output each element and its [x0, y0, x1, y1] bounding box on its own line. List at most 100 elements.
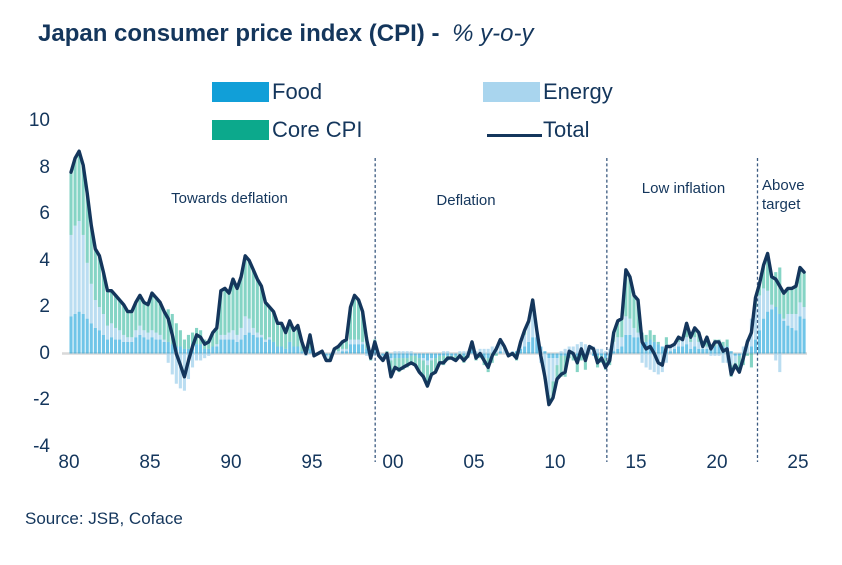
- bar-food: [668, 351, 672, 354]
- legend-swatch-food: [212, 82, 269, 102]
- bar-energy: [85, 262, 89, 319]
- y-tick-label: 0: [39, 342, 50, 364]
- bar-core-cpi: [786, 288, 790, 314]
- bar-food: [729, 351, 733, 354]
- bar-energy: [527, 323, 531, 342]
- bar-energy: [89, 283, 93, 324]
- bar-food: [749, 346, 753, 354]
- bar-food: [340, 351, 344, 354]
- bar-energy: [672, 344, 677, 349]
- bar-core-cpi: [219, 290, 223, 335]
- bar-energy: [114, 327, 118, 340]
- bar-food: [243, 334, 247, 354]
- bar-core-cpi: [126, 311, 130, 338]
- y-tick-label: 2: [39, 296, 50, 317]
- bar-energy: [612, 341, 616, 352]
- bar-energy: [101, 313, 105, 335]
- bar-core-cpi: [429, 360, 434, 375]
- bar-core-cpi: [417, 358, 421, 373]
- bar-core-cpi: [352, 295, 357, 340]
- bar-core-cpi: [628, 276, 632, 319]
- bar-energy: [215, 344, 219, 347]
- bar-core-cpi: [118, 300, 122, 331]
- bar-energy: [802, 307, 806, 319]
- bar-food: [486, 353, 490, 359]
- bar-food: [632, 337, 636, 354]
- bar-core-cpi: [616, 320, 620, 338]
- bar-core-cpi: [725, 339, 729, 347]
- annotation-deflation: Deflation: [436, 192, 496, 209]
- bar-energy: [502, 348, 506, 354]
- bar-core-cpi: [288, 320, 292, 342]
- y-tick-label: 6: [39, 203, 50, 224]
- bar-energy: [555, 358, 559, 366]
- bar-food: [652, 341, 656, 354]
- bar-core-cpi: [778, 267, 782, 314]
- bar-core-cpi: [186, 334, 191, 349]
- bar-core-cpi: [583, 355, 587, 370]
- bar-food: [498, 351, 502, 354]
- bar-energy: [429, 358, 434, 361]
- bar-food: [429, 353, 434, 359]
- bar-energy: [178, 353, 182, 389]
- bar-food: [450, 353, 454, 356]
- bar-core-cpi: [207, 339, 211, 349]
- bar-core-cpi: [693, 327, 697, 338]
- bar-food: [280, 346, 284, 354]
- bar-energy: [624, 316, 628, 335]
- bar-food: [203, 348, 207, 354]
- bar-core-cpi: [413, 355, 417, 366]
- bar-food: [114, 339, 118, 354]
- bar-food: [118, 339, 122, 354]
- bar-food: [162, 341, 166, 354]
- bar-core-cpi: [263, 302, 267, 340]
- x-tick-label: 15: [625, 452, 647, 473]
- bar-food: [689, 348, 693, 354]
- bar-food: [697, 348, 701, 354]
- bar-food: [547, 353, 551, 359]
- bar-food: [348, 344, 353, 354]
- annotation-above-target: Above target: [762, 177, 805, 213]
- bar-food: [227, 339, 231, 354]
- chart-title: Japan consumer price index (CPI) - % y-o…: [38, 20, 533, 48]
- bar-food: [150, 337, 154, 354]
- bar-food: [381, 353, 385, 356]
- bar-food: [97, 330, 101, 354]
- bar-core-cpi: [802, 272, 806, 308]
- bar-core-cpi: [401, 358, 405, 370]
- bar-food: [361, 344, 365, 354]
- bar-food: [733, 353, 737, 356]
- bar-energy: [652, 353, 656, 373]
- bar-food: [770, 309, 774, 354]
- bar-energy: [636, 332, 640, 338]
- bar-energy: [604, 351, 608, 354]
- bar-energy: [600, 348, 604, 354]
- bar-energy: [134, 330, 138, 338]
- annotation-towards-deflation: Towards deflation: [171, 190, 288, 207]
- y-tick-label: 10: [28, 110, 50, 131]
- bar-energy: [620, 337, 624, 347]
- bar-food: [146, 339, 150, 354]
- bar-energy: [219, 334, 223, 340]
- bar-core-cpi: [73, 158, 77, 226]
- bar-energy: [762, 288, 766, 319]
- bar-core-cpi: [438, 355, 442, 363]
- bar-energy: [251, 327, 255, 335]
- bar-core-cpi: [798, 267, 802, 303]
- bar-food: [130, 341, 134, 354]
- bar-energy: [757, 295, 762, 331]
- bar-food: [276, 346, 280, 354]
- bar-food: [138, 334, 142, 354]
- bar-energy: [551, 358, 555, 382]
- bar-energy: [446, 351, 450, 354]
- chart-title-units: % y-o-y: [452, 20, 534, 47]
- bar-food: [182, 348, 186, 354]
- bar-food: [701, 348, 705, 354]
- bar-energy: [146, 332, 150, 340]
- bar-core-cpi: [114, 295, 118, 328]
- bar-food: [442, 353, 446, 356]
- bar-core-cpi: [571, 355, 575, 361]
- bar-food: [709, 348, 713, 354]
- bar-energy: [490, 346, 494, 354]
